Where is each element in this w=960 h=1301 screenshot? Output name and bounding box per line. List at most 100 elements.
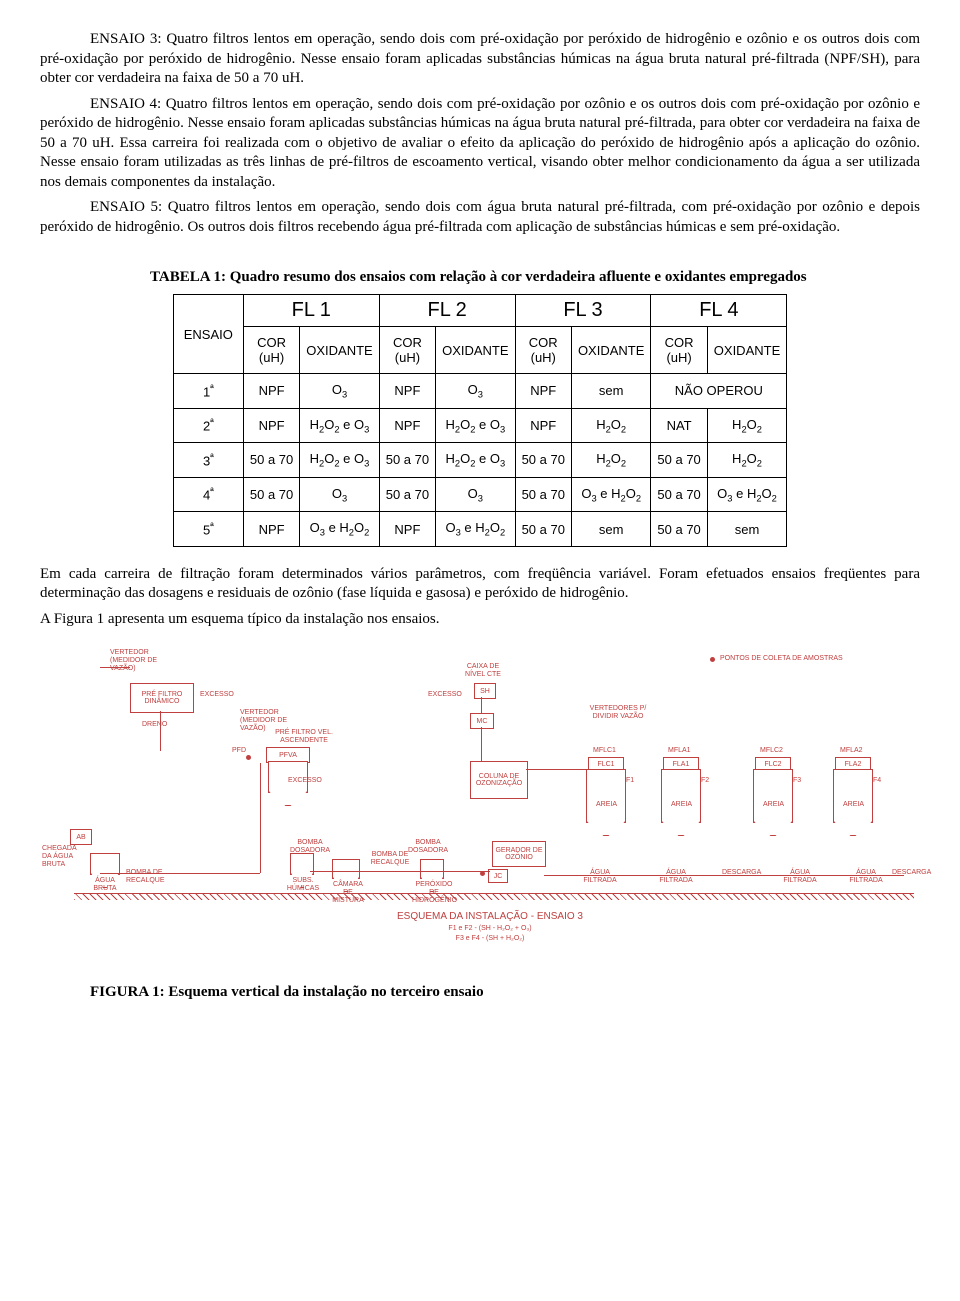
paragraph-ensaio-4: ENSAIO 4: Quatro filtros lentos em opera… — [40, 95, 920, 193]
cell-ox: sem — [707, 512, 786, 547]
th-fl2: FL 2 — [379, 295, 515, 327]
sch-bomba-dosadora-1: BOMBA DOSADORA — [290, 839, 330, 854]
cell-ox: H2O2 — [707, 443, 786, 478]
sch-prefiltro-va: PRÉ FILTRO VEL. ASCENDENTE — [264, 729, 344, 744]
cell-cor: 50 a 70 — [379, 477, 435, 512]
cell-ensaio: 2ª — [173, 408, 243, 443]
th-oxidante: OXIDANTE — [571, 327, 650, 374]
cell-ox: O3 — [436, 374, 515, 409]
sch-sh: SH — [474, 683, 496, 699]
th-oxidante: OXIDANTE — [300, 327, 379, 374]
sch-agua-filtrada-4: ÁGUA FILTRADA — [846, 869, 886, 884]
sch-chegada: CHEGADA DA ÁGUA BRUTA — [42, 845, 86, 868]
sch-f3: F3 — [793, 777, 801, 785]
cell-cor: NPF — [243, 374, 299, 409]
sch-f2: F2 — [701, 777, 709, 785]
th-fl4: FL 4 — [651, 295, 787, 327]
sch-dreno: DRENO — [142, 721, 167, 729]
sch-vertedor1: VERTEDOR (MEDIDOR DE VAZÃO) — [110, 649, 170, 672]
paragraph-ensaio-3: ENSAIO 3: Quatro filtros lentos em opera… — [40, 30, 920, 89]
cell-nao-operou: NÃO OPEROU — [651, 374, 787, 409]
th-oxidante: OXIDANTE — [707, 327, 786, 374]
sch-f4: F4 — [873, 777, 881, 785]
sch-mc: MC — [470, 713, 494, 729]
cell-ox: H2O2 — [571, 443, 650, 478]
sch-vertedores-dividir: VERTEDORES P/ DIVIDIR VAZÃO — [588, 705, 648, 720]
cell-ox: O3 e H2O2 — [300, 512, 379, 547]
sch-excesso-1: EXCESSO — [200, 691, 234, 699]
cell-cor: 50 a 70 — [379, 443, 435, 478]
sch-bomba-recalque-1: BOMBA DE RECALQUE — [126, 869, 170, 884]
cell-cor: NPF — [515, 374, 571, 409]
table-row: 5ªNPFO3 e H2O2NPFO3 e H2O250 a 70sem50 a… — [173, 512, 787, 547]
sch-agua-filtrada-2: ÁGUA FILTRADA — [656, 869, 696, 884]
table-row: 2ªNPFH2O2 e O3NPFH2O2 e O3NPFH2O2NATH2O2 — [173, 408, 787, 443]
cell-cor: NPF — [243, 408, 299, 443]
th-fl3: FL 3 — [515, 295, 651, 327]
cell-ox: H2O2 — [707, 408, 786, 443]
paragraph-ensaio-5: ENSAIO 5: Quatro filtros lentos em opera… — [40, 198, 920, 237]
schematic-figure: PONTOS DE COLETA DE AMOSTRAS VERTEDOR (M… — [40, 643, 920, 943]
cell-ensaio: 4ª — [173, 477, 243, 512]
sch-title: ESQUEMA DA INSTALAÇÃO - ENSAIO 3 — [380, 911, 600, 922]
sch-subs-humicas: SUBS. HÚMICAS — [286, 877, 320, 892]
cell-ox: H2O2 — [571, 408, 650, 443]
table-row: 1ªNPFO3NPFO3NPFsemNÃO OPEROU — [173, 374, 787, 409]
ensaios-table: ENSAIO FL 1 FL 2 FL 3 FL 4 COR(uH)OXIDAN… — [173, 294, 788, 547]
cell-cor: 50 a 70 — [243, 477, 299, 512]
cell-ensaio: 5ª — [173, 512, 243, 547]
sch-pfd: PFD — [232, 747, 246, 755]
cell-ensaio: 3ª — [173, 443, 243, 478]
cell-ox: O3 e H2O2 — [571, 477, 650, 512]
sch-sub1: F1 e F2 - (SH - H₂O₂ + O₃) — [430, 925, 550, 932]
cell-cor: NPF — [379, 374, 435, 409]
table-row: 4ª50 a 70O350 a 70O350 a 70O3 e H2O250 a… — [173, 477, 787, 512]
cell-ox: O3 — [300, 477, 379, 512]
cell-cor: NPF — [243, 512, 299, 547]
sch-bomba-recalque-2: BOMBA DE RECALQUE — [370, 851, 410, 866]
cell-cor: 50 a 70 — [515, 477, 571, 512]
th-cor: COR(uH) — [515, 327, 571, 374]
th-oxidante: OXIDANTE — [436, 327, 515, 374]
cell-ox: sem — [571, 512, 650, 547]
paragraph-post-table: Em cada carreira de filtração foram dete… — [40, 565, 920, 604]
th-ensaio: ENSAIO — [173, 295, 243, 374]
sch-mfla2: MFLA2 — [840, 747, 863, 755]
cell-cor: 50 a 70 — [243, 443, 299, 478]
sch-coluna-ozon: COLUNA DE OZONIZAÇÃO — [470, 761, 528, 799]
sch-sub2: F3 e F4 - (SH + H₂O₂) — [430, 935, 550, 942]
sch-gerador-ozonio: GERADOR DE OZÔNIO — [492, 841, 546, 867]
cell-cor: NAT — [651, 408, 707, 443]
paragraph-figura-intro: A Figura 1 apresenta um esquema típico d… — [40, 610, 920, 630]
sch-mflc2: MFLC2 — [760, 747, 783, 755]
sch-excesso-3: EXCESSO — [428, 691, 462, 699]
cell-cor: 50 a 70 — [515, 512, 571, 547]
sch-caixa-nivel: CAIXA DE NÍVEL CTE — [460, 663, 506, 678]
cell-cor: 50 a 70 — [651, 477, 707, 512]
table-row: 3ª50 a 70H2O2 e O350 a 70H2O2 e O350 a 7… — [173, 443, 787, 478]
th-cor: COR(uH) — [243, 327, 299, 374]
cell-ox: H2O2 e O3 — [300, 408, 379, 443]
cell-ox: sem — [571, 374, 650, 409]
cell-cor: 50 a 70 — [651, 443, 707, 478]
cell-cor: 50 a 70 — [515, 443, 571, 478]
cell-cor: 50 a 70 — [651, 512, 707, 547]
cell-ensaio: 1ª — [173, 374, 243, 409]
th-fl1: FL 1 — [243, 295, 379, 327]
sch-bomba-dosadora-2: BOMBA DOSADORA — [408, 839, 448, 854]
figure-caption: FIGURA 1: Esquema vertical da instalação… — [90, 983, 920, 1003]
cell-ox: O3 — [436, 477, 515, 512]
cell-ox: H2O2 e O3 — [436, 443, 515, 478]
th-cor: COR(uH) — [651, 327, 707, 374]
sch-agua-bruta: ÁGUA BRUTA — [90, 877, 120, 892]
sch-agua-filtrada-1: ÁGUA FILTRADA — [580, 869, 620, 884]
sch-ab: AB — [70, 829, 92, 845]
sch-areia-3: AREIA — [763, 801, 784, 809]
sch-pre-filtro-dinamico: PRÉ FILTRO DINÂMICO — [130, 683, 194, 713]
sch-excesso-2: EXCESSO — [288, 777, 322, 785]
cell-cor: NPF — [515, 408, 571, 443]
sch-agua-filtrada-3: ÁGUA FILTRADA — [780, 869, 820, 884]
cell-ox: H2O2 e O3 — [300, 443, 379, 478]
table-title: TABELA 1: Quadro resumo dos ensaios com … — [150, 269, 910, 286]
cell-ox: H2O2 e O3 — [436, 408, 515, 443]
